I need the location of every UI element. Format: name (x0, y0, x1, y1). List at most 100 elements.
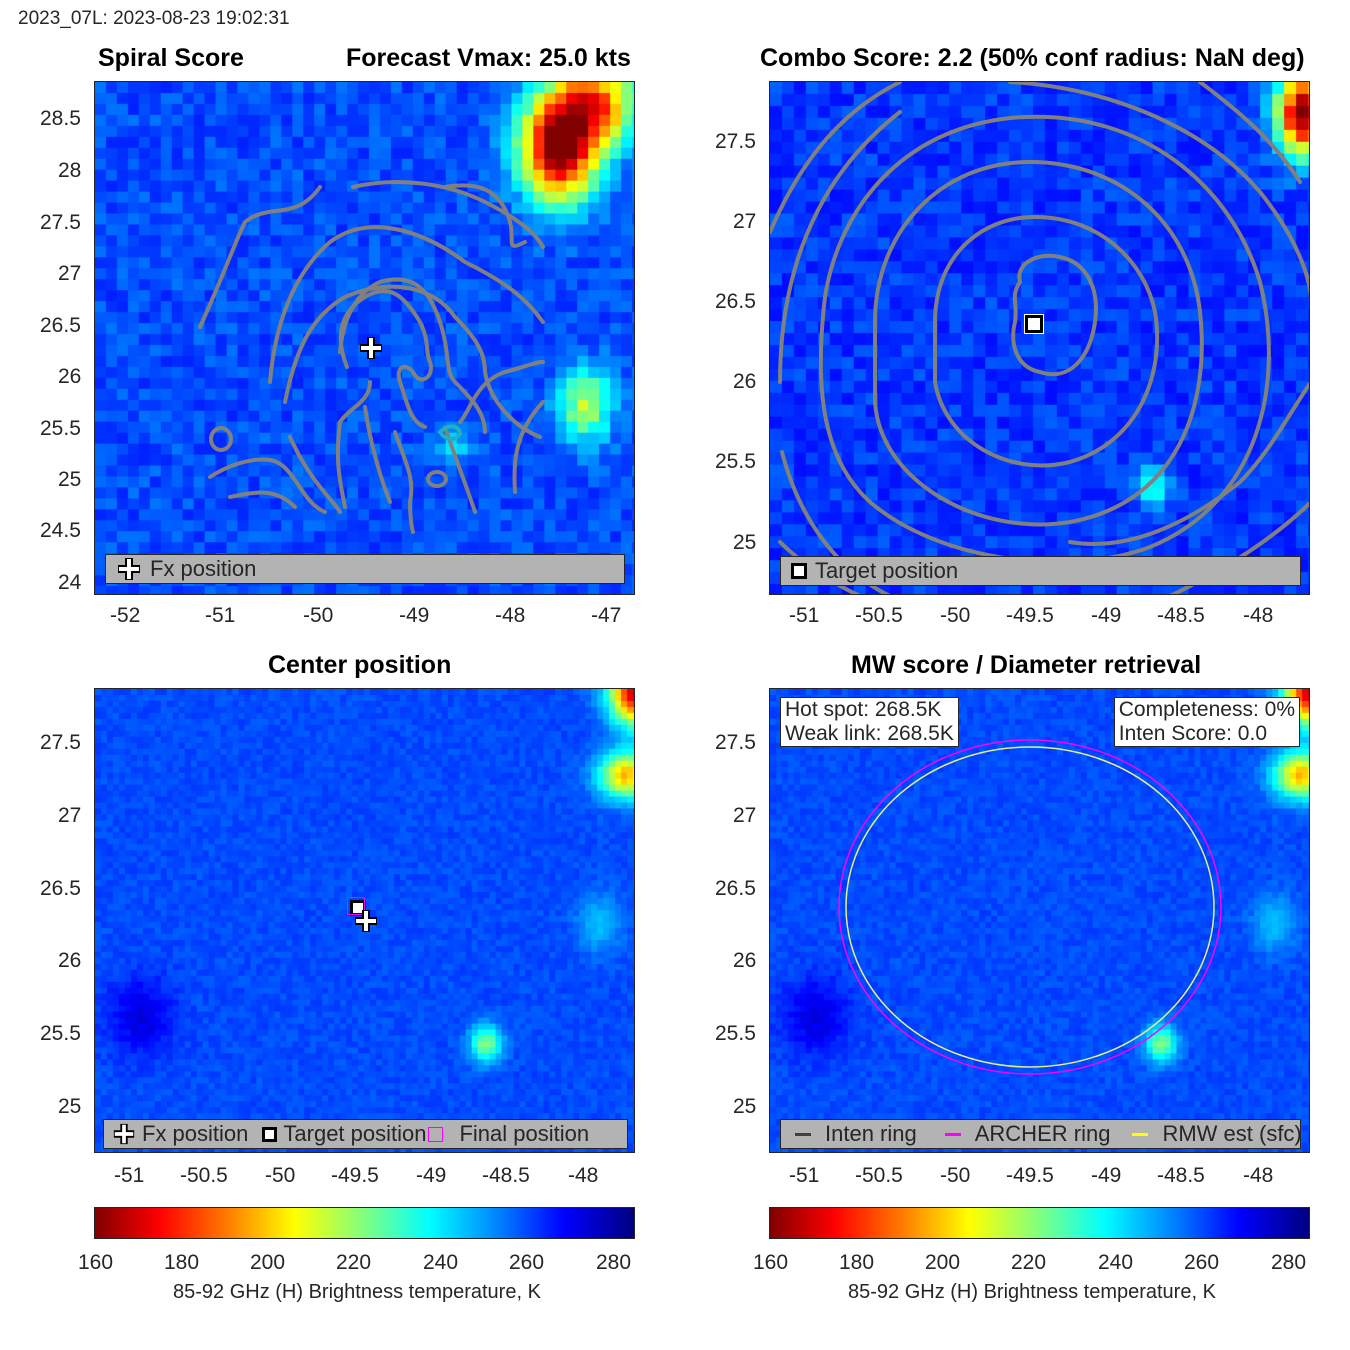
colorbar-tick: 280 (1271, 1251, 1307, 1274)
archer-ring (838, 739, 1222, 1075)
spiral-contour (338, 289, 433, 429)
legend-label: Target position (815, 558, 959, 583)
mw-info-left: Hot spot: 268.5K Weak link: 268.5K (780, 697, 959, 747)
weak-link-text: Weak link: 268.5K (785, 722, 954, 745)
combo-score-plot: Target position (769, 81, 1310, 595)
legend-label: Final position (459, 1121, 590, 1146)
fx-position-marker (355, 910, 377, 932)
y-tick: 25.5 (715, 450, 756, 473)
y-tick: 27 (733, 804, 757, 827)
x-tick: -50 (940, 604, 971, 627)
x-tick: -48 (568, 1164, 599, 1187)
y-tick: 26.5 (715, 877, 756, 900)
x-tick: -49.5 (331, 1164, 379, 1187)
x-tick: -50.5 (855, 604, 903, 627)
y-tick: 27.5 (40, 731, 81, 754)
y-tick: 26 (733, 370, 757, 393)
y-tick: 28.5 (40, 107, 81, 130)
combo-title: Combo Score: 2.2 (50% conf radius: NaN d… (760, 44, 1305, 72)
x-tick: -50 (265, 1164, 296, 1187)
y-tick: 25 (733, 1095, 757, 1118)
spiral-contour-ring (209, 426, 233, 452)
colorbar-tick: 220 (336, 1251, 372, 1274)
colorbar-tick: 240 (423, 1251, 459, 1274)
legend-label: ARCHER ring (974, 1121, 1111, 1146)
colorbar-tick: 180 (164, 1251, 200, 1274)
colorbar-tick: 160 (78, 1251, 114, 1274)
dark-line-icon (795, 1132, 811, 1136)
y-tick: 27.5 (715, 130, 756, 153)
y-tick: 26.5 (715, 290, 756, 313)
colorbar-tick: 260 (509, 1251, 545, 1274)
colorbar-tick: 280 (596, 1251, 632, 1274)
combo-contour (770, 82, 902, 234)
combo-contour (933, 214, 1160, 468)
legend-label: Target position (283, 1121, 427, 1146)
spiral-score-plot: Fx position (94, 81, 635, 595)
legend-label: Inten ring (825, 1121, 917, 1146)
x-tick: -50.5 (180, 1164, 228, 1187)
spiral-contour-ring (438, 424, 463, 441)
x-tick: -47 (591, 604, 622, 627)
legend-item-rmw: RMW est (sfc) (1132, 1121, 1300, 1147)
combo-contour (778, 82, 1309, 384)
colorbar-tick: 200 (250, 1251, 286, 1274)
colorbar-tick: 240 (1098, 1251, 1134, 1274)
x-tick: -50 (303, 604, 334, 627)
x-tick: -52 (110, 604, 141, 627)
y-tick: 27 (58, 262, 82, 285)
y-tick: 26 (58, 949, 82, 972)
combo-contour (1068, 381, 1309, 546)
x-tick: -49 (399, 604, 430, 627)
final-position-marker (347, 897, 365, 915)
storm-time-header: 2023_07L: 2023-08-23 19:02:31 (18, 8, 290, 29)
spiral-contour (443, 183, 527, 248)
x-tick: -50.5 (855, 1164, 903, 1187)
x-tick: -49.5 (1006, 1164, 1054, 1187)
x-tick: -51 (114, 1164, 145, 1187)
y-tick: 27 (733, 210, 757, 233)
spiral-contour (338, 277, 487, 434)
y-tick: 25 (58, 468, 82, 491)
x-tick: -48 (1243, 1164, 1274, 1187)
y-tick: 25.5 (40, 417, 81, 440)
spiral-contour (443, 425, 477, 514)
mw-score-plot: Hot spot: 268.5K Weak link: 268.5K Compl… (769, 688, 1310, 1153)
mw-rings (838, 739, 1222, 1075)
y-tick: 26 (733, 949, 757, 972)
legend-item-final: Final position (426, 1121, 589, 1147)
x-tick: -48 (1243, 604, 1274, 627)
spiral-contour (228, 490, 297, 509)
yellow-line-icon (1132, 1132, 1149, 1136)
x-tick: -51 (789, 1164, 820, 1187)
spiral-title-right: Forecast Vmax: 25.0 kts (346, 44, 631, 72)
legend-item-inten: Inten ring (781, 1121, 917, 1147)
magenta-square-icon (428, 1126, 444, 1142)
combo-contour (1169, 501, 1309, 594)
completeness-text: Completeness: 0% (1118, 698, 1295, 721)
y-tick: 28 (58, 159, 82, 182)
colorbar-right (769, 1207, 1310, 1239)
mw-heatmap (770, 689, 1309, 1152)
y-tick: 27.5 (40, 211, 81, 234)
x-tick: -48 (495, 604, 526, 627)
colorbar-tick: 260 (1184, 1251, 1220, 1274)
x-tick: -48.5 (1157, 604, 1205, 627)
mw-legend: Inten ring ARCHER ring RMW est (sfc) (780, 1119, 1301, 1149)
spiral-contour-ring (426, 470, 448, 488)
x-tick: -51 (789, 604, 820, 627)
y-tick: 26 (58, 365, 82, 388)
combo-contour (780, 450, 891, 594)
spiral-contour (351, 180, 545, 249)
y-tick: 25.5 (715, 1022, 756, 1045)
y-tick: 25 (58, 1095, 82, 1118)
square-icon (262, 1126, 278, 1142)
legend-item-archer: ARCHER ring (944, 1121, 1111, 1147)
legend-label: Fx position (142, 1121, 249, 1146)
x-tick: -49 (1091, 604, 1122, 627)
mw-info-right: Completeness: 0% Inten Score: 0.0 (1113, 697, 1300, 747)
spiral-contour (363, 405, 392, 504)
y-tick: 26.5 (40, 877, 81, 900)
combo-heatmap (770, 82, 1309, 594)
center-legend: Fx position Target position Final positi… (103, 1119, 628, 1149)
